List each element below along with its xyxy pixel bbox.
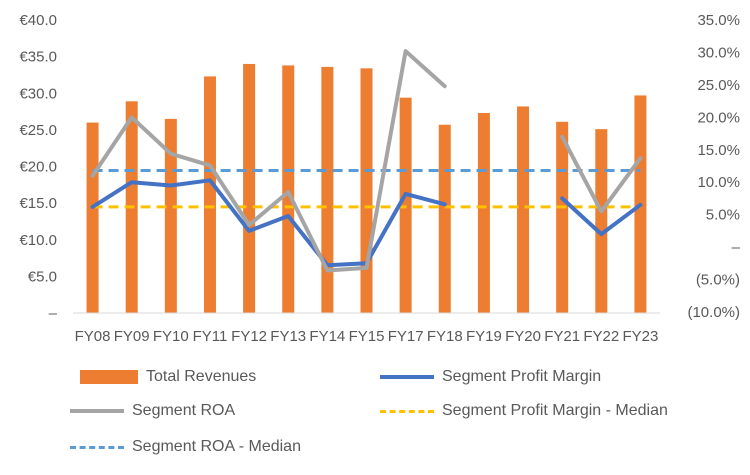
legend-swatch-line xyxy=(70,409,124,413)
bar-total-revenues xyxy=(243,63,256,314)
x-axis: FY08 FY09 FY10 FY11 FY12 FY13 FY14 FY15 FY17 FY18… xyxy=(75,328,659,345)
right-tick-label: (10.0%) xyxy=(687,304,740,321)
bar-total-revenues xyxy=(477,113,490,313)
x-tick-label: FY14 xyxy=(309,328,345,345)
bar-total-revenues xyxy=(86,122,99,313)
legend-item-total-revenues: Total Revenues xyxy=(80,368,256,386)
left-tick-label: – xyxy=(49,305,58,322)
left-tick-label: €5.0 xyxy=(28,268,57,285)
series-line xyxy=(90,49,643,273)
right-axis: (10.0%) (5.0%) – 5.0% 10.0% 15.0% 20.0% 25.0% 30… xyxy=(687,12,740,321)
x-tick-label: FY19 xyxy=(466,328,502,345)
x-tick-label: FY08 xyxy=(75,328,111,345)
legend-item-segment-profit-margin: Segment Profit Margin xyxy=(380,368,601,386)
legend-label: Total Revenues xyxy=(146,368,257,385)
right-tick-label: 10.0% xyxy=(697,174,740,191)
x-tick-label: FY12 xyxy=(231,328,267,345)
left-tick-label: €35.0 xyxy=(19,49,57,66)
x-tick-label: FY23 xyxy=(623,328,659,345)
x-tick-label: FY15 xyxy=(349,328,385,345)
left-axis: – €5.0 €10.0 €15.0 €20.0 €25.0 €30.0 €35.0 €40.0 xyxy=(19,12,57,322)
legend-item-segment-roa: Segment ROA xyxy=(70,402,235,420)
bars-layer xyxy=(86,63,647,314)
right-tick-label: 5.0% xyxy=(706,207,740,224)
bar-total-revenues xyxy=(282,65,295,313)
left-tick-label: €30.0 xyxy=(19,85,57,102)
legend-item-roa-median: Segment ROA - Median xyxy=(70,438,301,456)
left-tick-label: €25.0 xyxy=(19,122,57,139)
right-tick-label: (5.0%) xyxy=(696,272,740,289)
lines-layer xyxy=(90,49,643,273)
x-tick-label: FY21 xyxy=(544,328,580,345)
legend-swatch-dashed xyxy=(380,409,434,413)
bar-total-revenues xyxy=(360,68,373,313)
bar-total-revenues xyxy=(321,66,334,313)
bar-total-revenues xyxy=(203,76,216,313)
bar-total-revenues xyxy=(438,124,451,313)
right-tick-label: 20.0% xyxy=(697,109,740,126)
x-tick-label: FY20 xyxy=(505,328,541,345)
legend-swatch-line xyxy=(380,375,434,379)
x-tick-label: FY10 xyxy=(153,328,189,345)
x-tick-label: FY09 xyxy=(114,328,150,345)
legend-label: Segment ROA xyxy=(132,402,236,419)
left-tick-label: €20.0 xyxy=(19,159,57,176)
legend-item-profit-margin-median: Segment Profit Margin - Median xyxy=(380,402,668,420)
left-tick-label: €10.0 xyxy=(19,232,57,249)
x-tick-label: FY22 xyxy=(583,328,619,345)
bar-total-revenues xyxy=(595,129,608,313)
right-tick-label: 30.0% xyxy=(697,44,740,61)
legend-swatch-dashed xyxy=(70,445,124,449)
combo-chart: – €5.0 €10.0 €15.0 €20.0 €25.0 €30.0 €35.0 €40.0… xyxy=(19,12,740,345)
x-tick-label: FY18 xyxy=(427,328,463,345)
legend: Total Revenues Segment Profit Margin Seg… xyxy=(0,362,750,472)
right-tick-label: 35.0% xyxy=(697,12,740,29)
x-tick-label: FY13 xyxy=(270,328,306,345)
x-tick-label: FY11 xyxy=(193,328,228,345)
right-tick-label: 25.0% xyxy=(697,77,740,94)
legend-label: Segment Profit Margin xyxy=(442,368,602,385)
series-line xyxy=(90,178,643,268)
legend-swatch-bar xyxy=(80,370,138,384)
bar-total-revenues xyxy=(556,121,569,313)
bar-total-revenues xyxy=(399,97,412,314)
legend-label: Segment Profit Margin - Median xyxy=(442,402,668,419)
bar-total-revenues xyxy=(164,118,177,313)
x-tick-label: FY17 xyxy=(388,328,424,345)
legend-label: Segment ROA - Median xyxy=(132,438,301,455)
right-tick-label: 15.0% xyxy=(697,142,740,159)
left-tick-label: €15.0 xyxy=(19,195,57,212)
left-tick-label: €40.0 xyxy=(19,12,57,29)
right-tick-label: – xyxy=(732,239,741,256)
bar-total-revenues xyxy=(517,106,530,313)
